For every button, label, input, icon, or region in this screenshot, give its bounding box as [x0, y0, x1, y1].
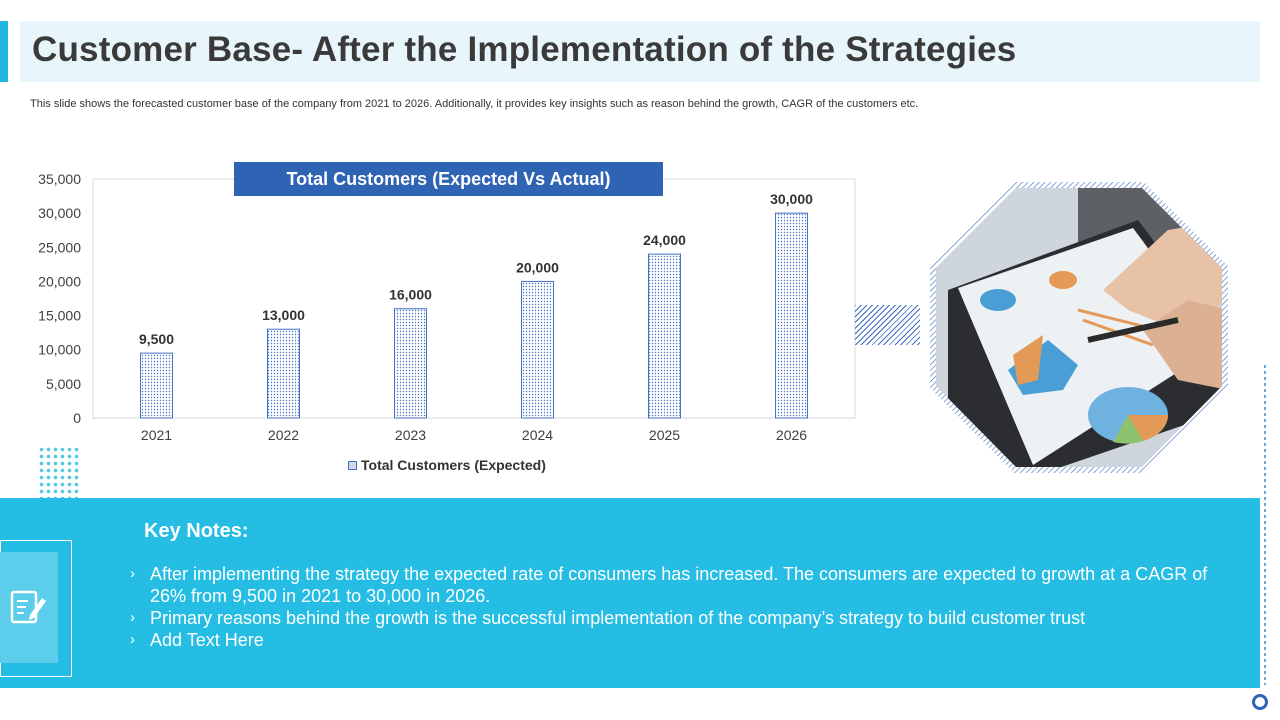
- chevron-right-icon: ›: [130, 609, 135, 626]
- y-tick-label: 20,000: [38, 273, 81, 289]
- x-tick-label: 2026: [776, 427, 807, 443]
- bar: [267, 328, 300, 419]
- bar: [394, 308, 427, 419]
- hatch-connector: [855, 305, 920, 345]
- decorative-dotted-line: [1264, 365, 1266, 685]
- tablet-analytics-photo: [930, 182, 1228, 473]
- page-title: Customer Base- After the Implementation …: [32, 30, 1017, 69]
- y-tick-label: 0: [73, 410, 81, 426]
- x-axis: 2021 2022 2023 2024 2025 2026: [141, 427, 807, 443]
- list-item: › Primary reasons behind the growth is th…: [130, 607, 1240, 629]
- chart-title: Total Customers (Expected Vs Actual): [234, 162, 663, 196]
- data-label: 9,500: [139, 331, 174, 347]
- chevron-right-icon: ›: [130, 631, 135, 648]
- y-axis: 0 5,000 10,000 15,000 20,000 25,000 30,000 35,0…: [38, 171, 81, 426]
- data-label: 30,000: [770, 191, 813, 207]
- edit-note-icon: [0, 552, 58, 663]
- plot-area-border: [92, 178, 856, 419]
- x-tick-label: 2022: [268, 427, 299, 443]
- edit-note-icon-glyph: [10, 590, 46, 624]
- bars: 9,500 13,000 16,000 20,000 24,000 30,000: [139, 191, 813, 419]
- title-bar: [20, 21, 1260, 82]
- chart-legend: Total Customers (Expected): [348, 457, 546, 473]
- circle-icon: [1252, 694, 1268, 710]
- bar: [521, 280, 554, 419]
- x-tick-label: 2024: [522, 427, 553, 443]
- chevron-right-icon: ›: [130, 565, 135, 582]
- x-tick-label: 2023: [395, 427, 426, 443]
- y-tick-label: 15,000: [38, 308, 81, 324]
- title-accent: [0, 21, 8, 82]
- list-item: › Add Text Here: [130, 629, 1240, 651]
- page-subtitle: This slide shows the forecasted customer…: [30, 98, 919, 110]
- key-notes-panel: [0, 498, 1260, 688]
- bar: [648, 253, 681, 419]
- y-tick-label: 25,000: [38, 239, 81, 255]
- y-tick-label: 35,000: [38, 171, 81, 187]
- bar: [140, 352, 173, 419]
- note-text: Add Text Here: [150, 630, 264, 650]
- data-label: 20,000: [516, 259, 559, 275]
- data-label: 16,000: [389, 287, 432, 303]
- note-text: After implementing the strategy the expe…: [150, 564, 1208, 606]
- x-tick-label: 2025: [649, 427, 680, 443]
- legend-swatch: [348, 460, 357, 470]
- y-tick-label: 10,000: [38, 342, 81, 358]
- data-label: 24,000: [643, 232, 686, 248]
- x-tick-label: 2021: [141, 427, 172, 443]
- list-item: › After implementing the strategy the exp…: [130, 563, 1240, 607]
- y-tick-label: 5,000: [46, 376, 81, 392]
- key-notes-title: Key Notes:: [144, 520, 249, 542]
- legend-label: Total Customers (Expected): [361, 457, 546, 473]
- note-text: Primary reasons behind the growth is the…: [150, 608, 1086, 628]
- bar: [775, 212, 808, 419]
- data-label: 13,000: [262, 307, 305, 323]
- y-tick-label: 30,000: [38, 205, 81, 221]
- key-notes-list: › After implementing the strategy the exp…: [130, 563, 1240, 651]
